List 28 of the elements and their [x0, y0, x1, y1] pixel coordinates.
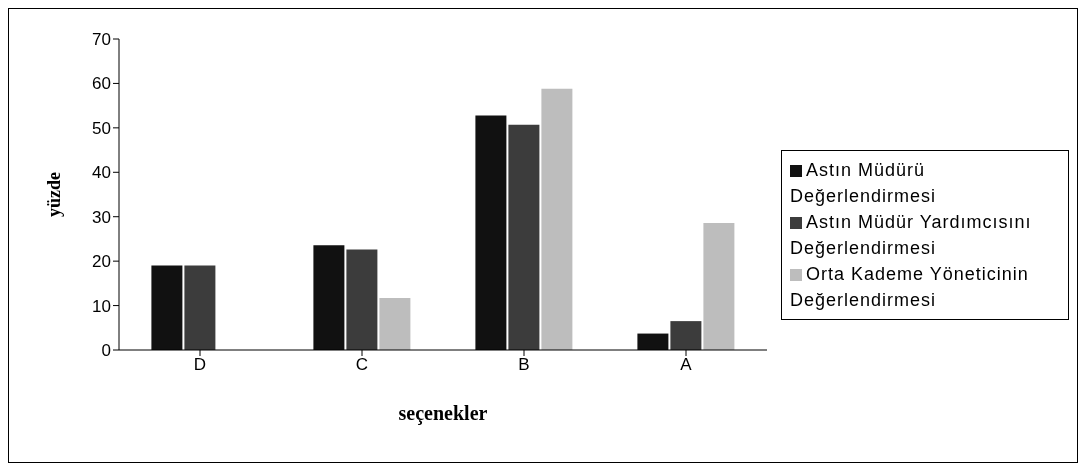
x-tick-label: C — [355, 355, 369, 375]
x-tick-label: B — [518, 355, 530, 375]
y-tick-label: 30 — [92, 207, 111, 227]
x-tick-label: D — [193, 355, 207, 375]
x-axis-title: seçenekler — [398, 402, 488, 425]
bar — [184, 265, 216, 350]
y-tick-label: 0 — [101, 341, 111, 361]
bar — [637, 333, 669, 350]
y-tick-label: 50 — [92, 118, 111, 138]
legend-label: Astın Müdürü Değerlendirmesi — [790, 159, 937, 206]
bar — [541, 88, 573, 350]
y-tick-label: 10 — [92, 296, 111, 316]
y-tick-label: 60 — [92, 74, 111, 94]
legend-label: Orta Kademe Yöneticinin Değerlendirmesi — [790, 263, 1029, 310]
y-tick-label: 20 — [92, 252, 111, 272]
bar — [151, 265, 183, 350]
bar — [703, 222, 735, 350]
x-tick-label: A — [680, 355, 693, 375]
y-tick-label: 70 — [92, 30, 111, 50]
bar — [379, 298, 411, 350]
y-tick-label: 40 — [92, 163, 111, 183]
bar — [346, 249, 378, 350]
legend-label: Astın Müdür Yardımcısını Değerlendirmesi — [790, 211, 1032, 258]
bar — [313, 245, 345, 350]
bar — [508, 124, 540, 350]
bar — [670, 321, 702, 350]
y-axis-title: yüzde — [44, 171, 65, 217]
bar — [475, 115, 507, 350]
